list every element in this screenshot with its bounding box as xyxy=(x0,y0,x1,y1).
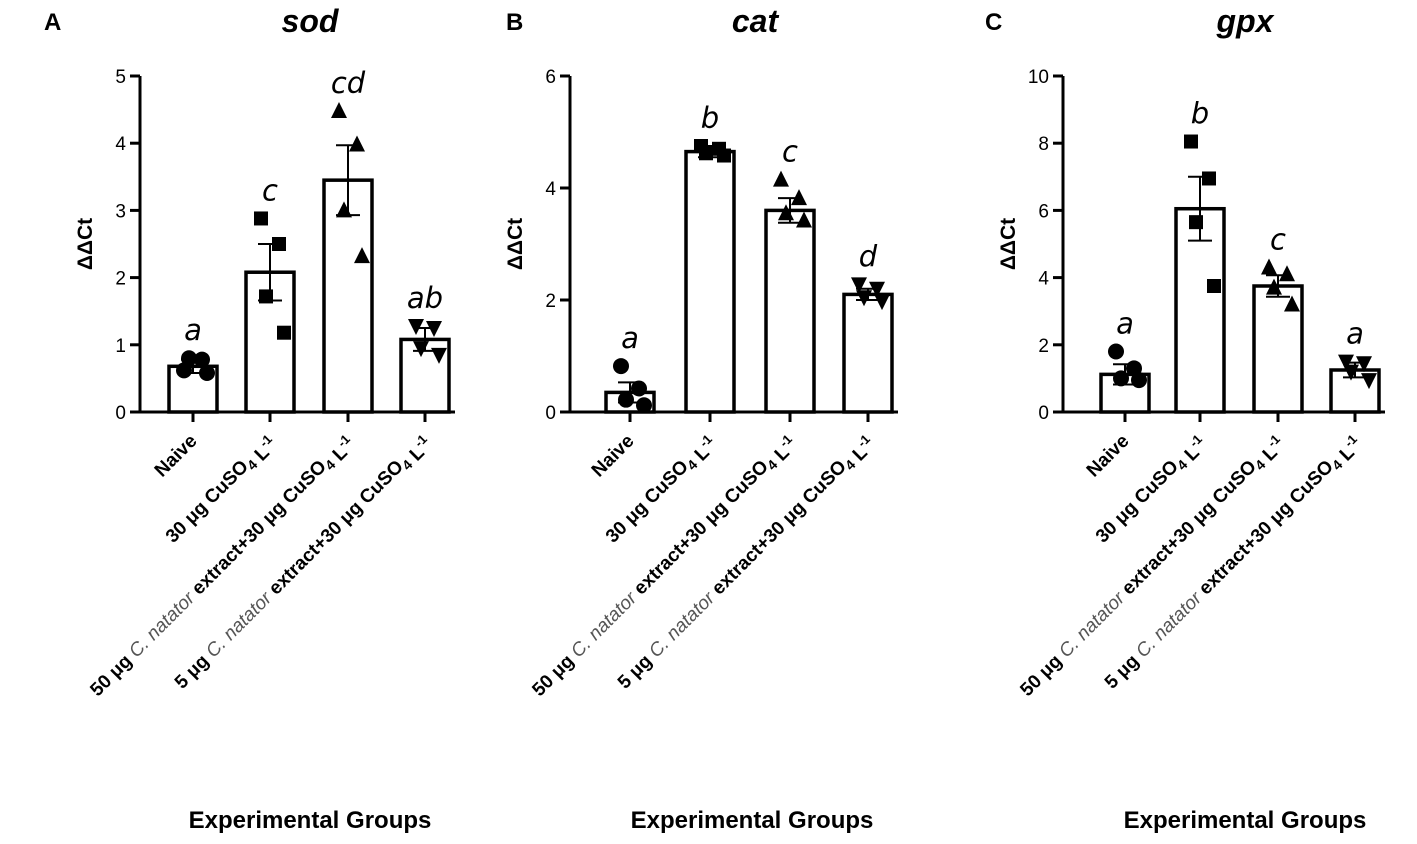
data-point xyxy=(874,294,890,311)
data-point xyxy=(1343,364,1359,381)
panel-title: sod xyxy=(282,3,340,39)
significance-letter: c xyxy=(262,173,278,207)
data-point xyxy=(791,189,807,206)
data-point xyxy=(1189,215,1203,230)
data-point xyxy=(1261,258,1277,275)
y-tick-label: 0 xyxy=(545,403,556,424)
significance-letter: a xyxy=(621,321,639,355)
y-tick-label: 2 xyxy=(545,291,556,312)
data-point xyxy=(408,318,424,335)
bar xyxy=(684,149,736,414)
data-point xyxy=(1207,279,1221,293)
y-tick-label: 8 xyxy=(1038,134,1049,155)
data-point xyxy=(1361,373,1377,390)
significance-letter: a xyxy=(1346,317,1364,351)
y-tick-label: 4 xyxy=(545,179,556,200)
data-point xyxy=(413,341,429,358)
data-point xyxy=(426,321,442,337)
significance-letter: a xyxy=(1116,307,1134,341)
panel-letter: B xyxy=(506,9,523,36)
panel-letter: A xyxy=(44,9,61,36)
data-point xyxy=(1284,295,1300,312)
data-point xyxy=(254,211,268,226)
significance-letter: b xyxy=(1191,97,1209,131)
data-point xyxy=(851,277,867,294)
bar xyxy=(244,270,296,414)
data-point xyxy=(717,148,731,163)
data-point xyxy=(1202,171,1216,186)
data-point xyxy=(796,211,812,228)
data-point xyxy=(1113,370,1129,387)
data-point xyxy=(773,170,789,187)
data-point xyxy=(431,347,447,364)
y-tick-label: 6 xyxy=(1038,201,1049,222)
y-tick-label: 6 xyxy=(545,67,556,88)
panel-letter: C xyxy=(985,9,1002,36)
x-axis-label: Experimental Groups xyxy=(1124,807,1367,834)
data-point xyxy=(1338,354,1354,371)
data-point xyxy=(277,325,291,340)
data-point xyxy=(1108,343,1124,360)
data-point xyxy=(1131,372,1147,389)
panel-title: gpx xyxy=(1216,3,1275,39)
panel-title: cat xyxy=(732,3,780,39)
y-tick-label: 2 xyxy=(1038,336,1049,357)
category-label: Naive xyxy=(151,431,202,482)
y-axis-label: ΔΔCt xyxy=(997,218,1020,270)
data-point xyxy=(1279,265,1295,282)
data-point xyxy=(354,247,370,264)
x-axis-label: Experimental Groups xyxy=(631,807,874,834)
y-tick-label: 10 xyxy=(1028,67,1049,88)
data-point xyxy=(176,362,192,379)
y-tick-label: 2 xyxy=(115,269,126,290)
data-point xyxy=(856,290,872,307)
data-point xyxy=(181,350,197,367)
data-point xyxy=(1266,278,1282,295)
x-axis-label: Experimental Groups xyxy=(189,807,432,834)
significance-letter: cd xyxy=(331,66,366,100)
significance-letter: ab xyxy=(407,281,443,315)
data-point xyxy=(618,391,634,408)
significance-letter: d xyxy=(859,239,878,273)
y-tick-label: 5 xyxy=(115,67,126,88)
data-point xyxy=(199,365,215,382)
data-point xyxy=(331,101,347,118)
y-tick-label: 4 xyxy=(115,134,126,155)
data-point xyxy=(636,397,652,414)
data-point xyxy=(1184,134,1198,149)
data-point xyxy=(613,358,629,375)
category-label: Naive xyxy=(588,431,639,482)
data-point xyxy=(349,135,365,152)
bar xyxy=(842,292,894,414)
significance-letter: a xyxy=(184,313,202,347)
y-axis-label: ΔΔCt xyxy=(504,218,527,270)
data-point xyxy=(631,380,647,397)
y-tick-label: 4 xyxy=(1038,269,1049,290)
bar xyxy=(764,208,816,414)
y-tick-label: 0 xyxy=(115,403,126,424)
category-label: Naive xyxy=(1083,431,1134,482)
significance-letter: c xyxy=(1270,223,1286,257)
data-point xyxy=(869,281,885,298)
significance-letter: b xyxy=(701,101,719,135)
data-point xyxy=(1356,356,1372,373)
bar xyxy=(322,178,374,414)
significance-letter: c xyxy=(782,135,798,169)
data-point xyxy=(272,237,286,251)
y-tick-label: 1 xyxy=(115,336,126,357)
data-point xyxy=(336,201,352,218)
data-point xyxy=(699,146,713,161)
data-point xyxy=(259,289,273,304)
y-tick-label: 0 xyxy=(1038,403,1049,424)
y-tick-label: 3 xyxy=(115,201,126,222)
data-point xyxy=(194,351,210,368)
y-axis-label: ΔΔCt xyxy=(74,218,97,270)
data-point xyxy=(778,204,794,221)
